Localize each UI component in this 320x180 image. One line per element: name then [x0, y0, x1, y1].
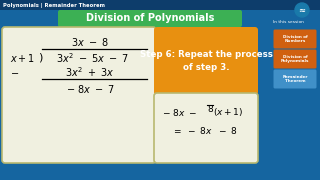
FancyBboxPatch shape	[274, 30, 316, 48]
Text: $-\ 8x\ -\ 7$: $-\ 8x\ -\ 7$	[66, 83, 115, 95]
Text: $-$: $-$	[10, 68, 19, 76]
Text: Division of
Polynomials: Division of Polynomials	[281, 55, 309, 64]
Text: $(x + 1)$: $(x + 1)$	[213, 106, 243, 118]
FancyBboxPatch shape	[0, 0, 320, 10]
Text: $3x^2\ +\ 3x$: $3x^2\ +\ 3x$	[65, 65, 115, 79]
FancyBboxPatch shape	[154, 27, 258, 95]
Text: $-\ 8x\ -$: $-\ 8x\ -$	[162, 107, 197, 118]
Text: $)$: $)$	[38, 51, 44, 64]
FancyBboxPatch shape	[274, 69, 316, 89]
FancyBboxPatch shape	[154, 93, 258, 163]
Text: Polynomials | Remainder Theorem: Polynomials | Remainder Theorem	[3, 3, 105, 8]
Text: $=\ -\ 8x\ \ -\ 8$: $=\ -\ 8x\ \ -\ 8$	[172, 125, 238, 136]
FancyBboxPatch shape	[274, 50, 316, 69]
Text: Step 6: Repeat the process
of step 3.: Step 6: Repeat the process of step 3.	[140, 50, 272, 72]
Text: $8$: $8$	[207, 103, 214, 114]
FancyBboxPatch shape	[2, 27, 156, 163]
Text: Remainder
Theorem: Remainder Theorem	[282, 75, 308, 84]
Text: Division of Polynomials: Division of Polynomials	[86, 13, 214, 23]
Text: $x + 1$: $x + 1$	[10, 52, 35, 64]
FancyBboxPatch shape	[58, 10, 242, 27]
Text: ≈: ≈	[299, 6, 306, 15]
Circle shape	[295, 3, 309, 17]
Text: Division of
Numbers: Division of Numbers	[283, 35, 308, 43]
Text: $3x^2\ -\ 5x\ -\ 7$: $3x^2\ -\ 5x\ -\ 7$	[56, 51, 130, 65]
Text: $3x\ -\ 8$: $3x\ -\ 8$	[71, 36, 109, 48]
Text: In this session: In this session	[273, 20, 303, 24]
